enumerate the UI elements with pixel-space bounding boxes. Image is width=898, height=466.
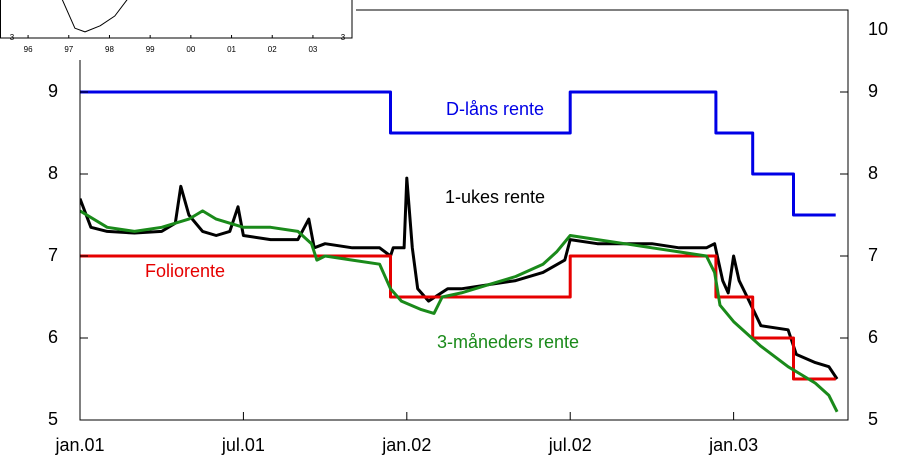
inset-frame [0,0,353,39]
inset-x-tick-label: 01 [227,45,236,54]
series-line [80,176,839,380]
inset-x-tick-label: 00 [186,45,195,54]
inset-x-tick-label: 98 [105,45,114,54]
series-line [80,90,836,217]
series-label: Foliorente [145,261,225,281]
y2-tick-label: 8 [868,163,878,183]
x-tick-label: jan.02 [381,435,431,455]
x-tick-label: jul.01 [221,435,265,455]
plot [80,90,839,413]
plot-frame [79,9,849,421]
y2-tick-label: 7 [868,245,878,265]
y-tick-label: 7 [48,245,58,265]
x-tick-label: jan.03 [708,435,758,455]
series-label: 1-ukes rente [445,187,545,207]
inset-plot [61,0,128,33]
y-tick-label: 6 [48,327,58,347]
series-label: D-låns rente [446,99,544,119]
series-label: 3-måneders rente [437,332,579,352]
y2-tick-label: 9 [868,81,878,101]
y-tick-label: 8 [48,163,58,183]
inset-background [0,0,356,60]
y2-tick-label: 6 [868,327,878,347]
inset-x-tick-label: 02 [268,45,277,54]
series-line [61,0,128,33]
inset-x-tick-label: 96 [24,45,33,54]
inset-x-tick-label: 97 [64,45,73,54]
y2-tick-label: 10 [868,19,888,39]
y-tick-label: 5 [48,409,58,429]
inset-y2-tick-label: 3 [341,33,346,42]
y-tick-label: 9 [48,81,58,101]
inset-x-tick-label: 03 [308,45,317,54]
y2-tick-label: 5 [868,409,878,429]
x-tick-label: jul.02 [548,435,592,455]
x-tick-label: jan.01 [54,435,104,455]
series-line [80,209,839,413]
inset-x-tick-label: 99 [146,45,155,54]
inset-y-tick-label: 3 [10,33,15,42]
